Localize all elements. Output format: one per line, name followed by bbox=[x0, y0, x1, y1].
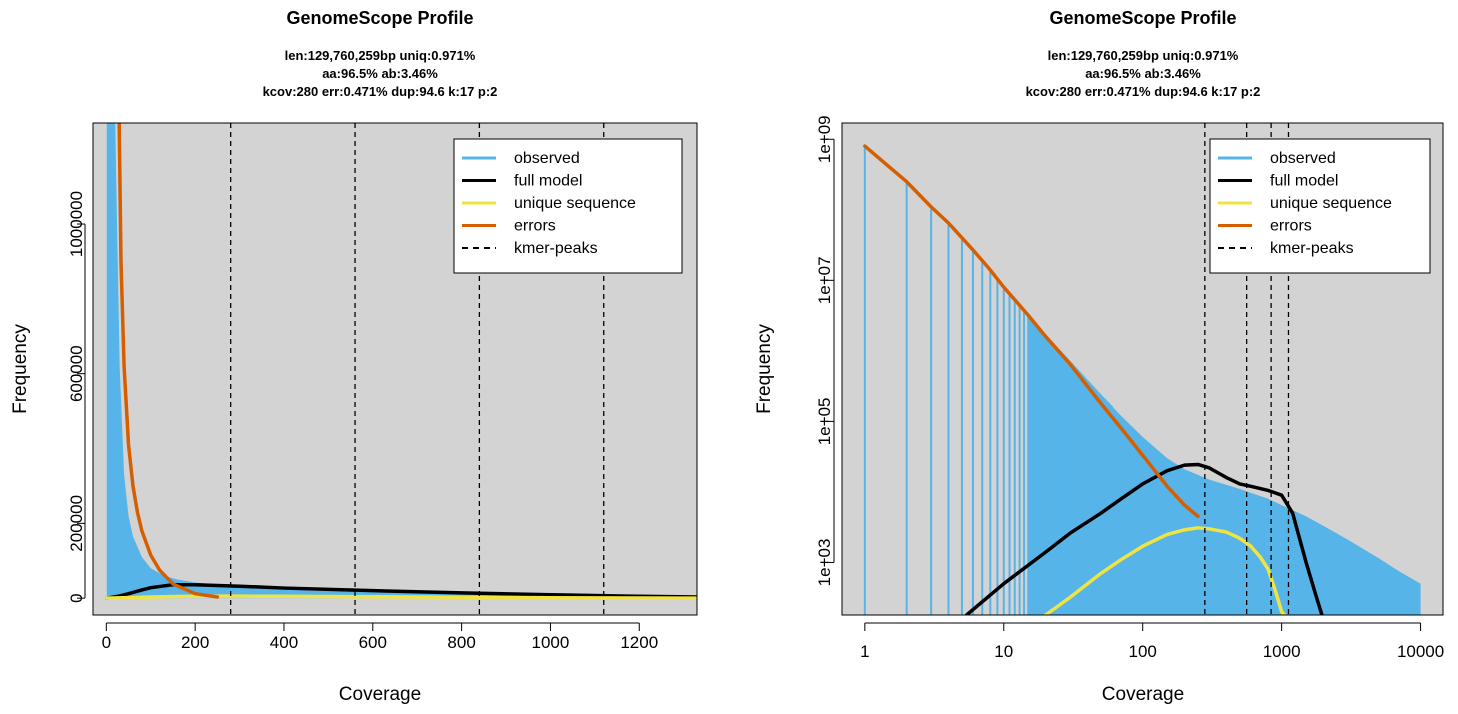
plot-area bbox=[105, 123, 697, 615]
x-tick-label: 1000 bbox=[532, 633, 570, 652]
legend: observed full model unique sequence errors k… bbox=[453, 138, 683, 274]
legend-label: errors bbox=[1270, 218, 1312, 235]
x-axis-label: Coverage bbox=[1102, 684, 1184, 705]
x-tick-label: 200 bbox=[181, 633, 209, 652]
legend-label: kmer-peaks bbox=[1270, 240, 1354, 257]
legend-label: errors bbox=[514, 218, 556, 235]
chart-panel-1: GenomeScope Profile len:129,760,259bp uni… bbox=[10, 8, 698, 705]
y-tick-label: 600000 bbox=[67, 345, 86, 402]
legend-box bbox=[453, 138, 683, 274]
x-tick-label: 400 bbox=[270, 633, 298, 652]
chart-subtitle-line: kcov:280 err:0.471% dup:94.6 k:17 p:2 bbox=[1026, 84, 1261, 99]
x-tick-label: 1 bbox=[860, 642, 869, 661]
series-full-model-line bbox=[964, 462, 1324, 615]
x-tick-label: 0 bbox=[102, 633, 111, 652]
series-errors-line bbox=[117, 123, 220, 599]
y-tick-label: 200000 bbox=[67, 495, 86, 552]
y-axis: 0 200000 600000 1000000 bbox=[67, 191, 86, 603]
legend-label: kmer-peaks bbox=[514, 240, 598, 257]
y-axis-label: Frequency bbox=[754, 324, 775, 414]
chart-subtitle-line: len:129,760,259bp uniq:0.971% bbox=[285, 48, 476, 63]
x-tick-label: 600 bbox=[359, 633, 387, 652]
chart-title: GenomeScope Profile bbox=[286, 8, 473, 28]
x-axis: 0 200 400 600 800 1000 1200 bbox=[102, 622, 658, 652]
x-tick-label: 800 bbox=[447, 633, 475, 652]
x-tick-label: 10000 bbox=[1397, 642, 1444, 661]
chart-subtitle-line: kcov:280 err:0.471% dup:94.6 k:17 p:2 bbox=[263, 84, 498, 99]
x-tick-label: 1000 bbox=[1263, 642, 1301, 661]
x-tick-label: 100 bbox=[1129, 642, 1157, 661]
y-tick-label: 1e+09 bbox=[815, 115, 834, 163]
y-tick-label: 1e+07 bbox=[815, 256, 834, 304]
y-tick-label: 0 bbox=[67, 593, 86, 602]
y-axis: 1e+03 1e+05 1e+07 1e+09 bbox=[815, 115, 835, 587]
series-unique-sequence-line bbox=[105, 594, 697, 600]
chart-panel-2: GenomeScope Profile len:129,760,259bp uni… bbox=[754, 8, 1444, 705]
chart-title: GenomeScope Profile bbox=[1049, 8, 1236, 28]
x-tick-label: 10 bbox=[994, 642, 1013, 661]
chart-subtitle-line: aa:96.5% ab:3.46% bbox=[322, 66, 438, 81]
series-errors-line bbox=[863, 144, 1200, 519]
legend: observed full model unique sequence errors k… bbox=[1209, 138, 1431, 274]
y-tick-label: 1000000 bbox=[67, 191, 86, 257]
legend-label: observed bbox=[1270, 150, 1336, 167]
series-full-model-line bbox=[105, 582, 697, 600]
plot-frame bbox=[841, 122, 1444, 616]
x-axis: 1 10 100 1000 10000 bbox=[860, 622, 1444, 661]
legend-label: unique sequence bbox=[514, 195, 636, 212]
x-tick-label: 1200 bbox=[620, 633, 658, 652]
x-axis-label: Coverage bbox=[339, 684, 421, 705]
y-tick-label: 1e+05 bbox=[815, 398, 834, 446]
legend-label: full model bbox=[514, 173, 582, 190]
legend-label: unique sequence bbox=[1270, 195, 1392, 212]
y-tick-label: 1e+03 bbox=[815, 539, 834, 587]
y-axis-label: Frequency bbox=[10, 324, 31, 414]
chart-subtitle-line: len:129,760,259bp uniq:0.971% bbox=[1048, 48, 1239, 63]
chart-subtitle-line: aa:96.5% ab:3.46% bbox=[1085, 66, 1201, 81]
legend-box bbox=[1209, 138, 1431, 274]
plot-frame bbox=[92, 122, 698, 616]
legend-label: observed bbox=[514, 150, 580, 167]
series-observed-area bbox=[1028, 315, 1421, 615]
legend-label: full model bbox=[1270, 173, 1338, 190]
